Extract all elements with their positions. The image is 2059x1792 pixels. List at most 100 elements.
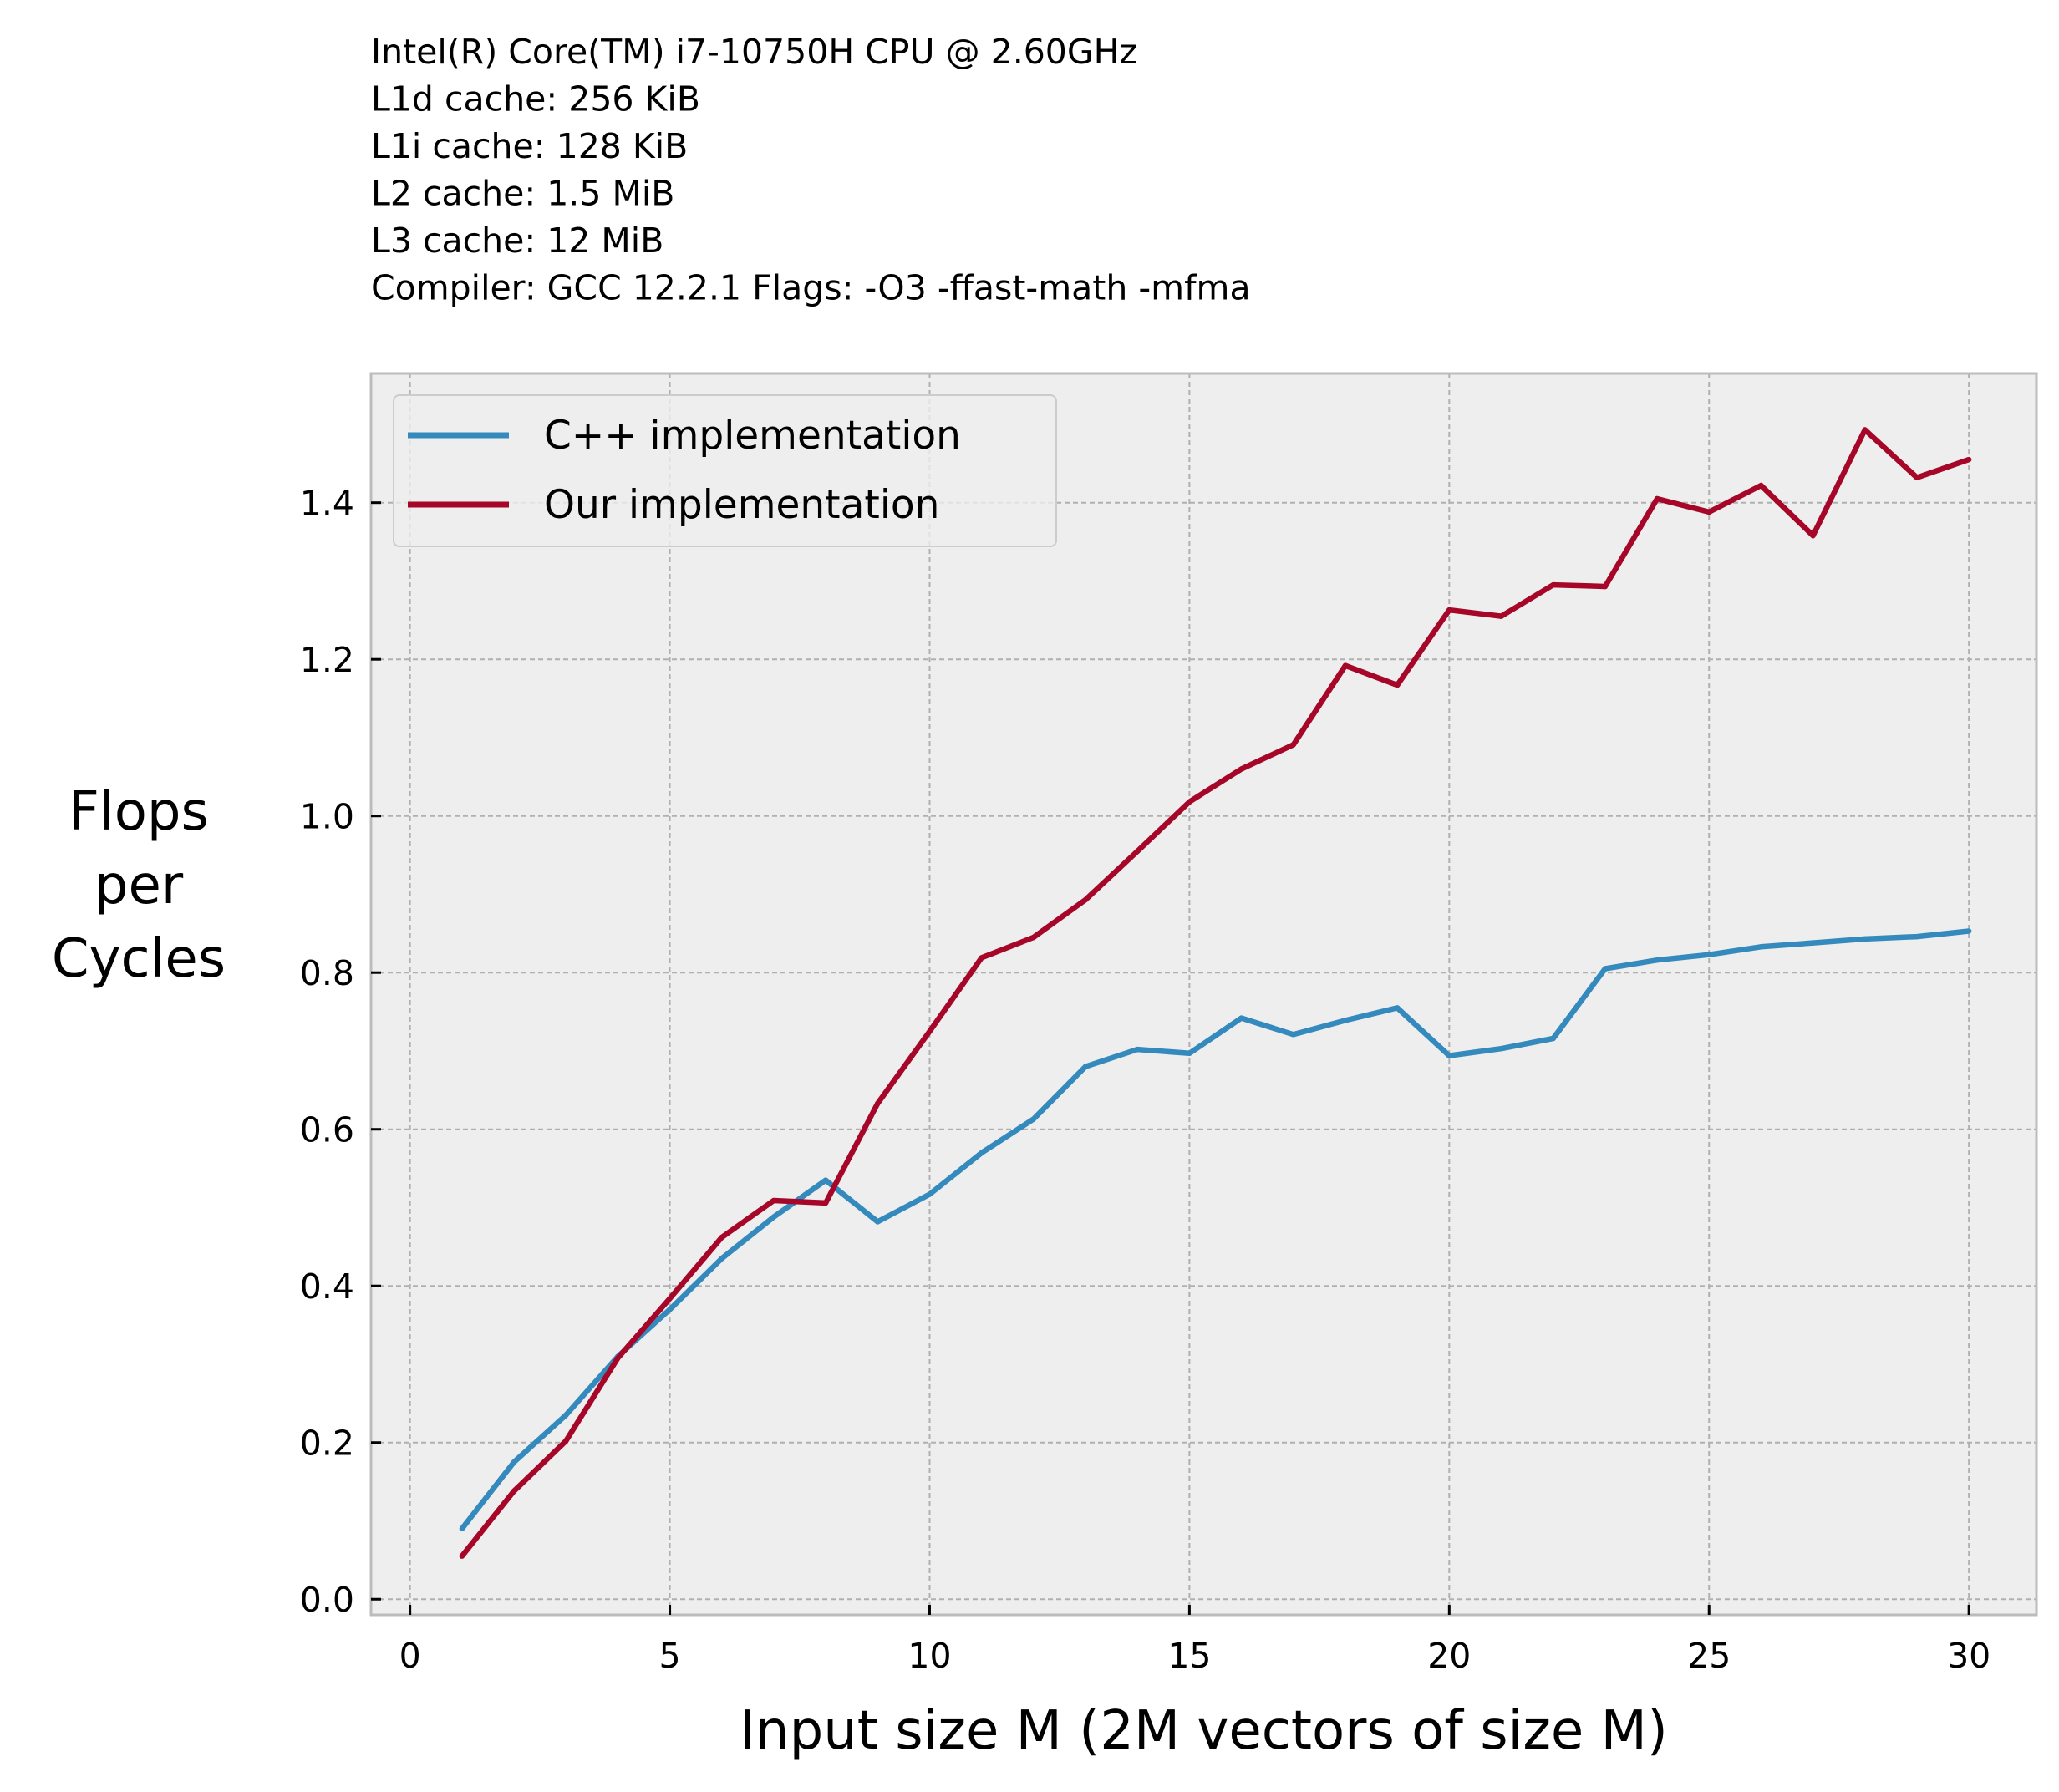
data-point: [459, 1553, 465, 1559]
data-point: [1498, 1045, 1504, 1052]
x-tick-label: 25: [1687, 1636, 1731, 1676]
series-line-1: [460, 427, 1970, 1558]
data-point: [1862, 936, 1868, 942]
y-tick-label: 1.0: [300, 797, 354, 837]
data-point: [822, 1177, 829, 1183]
x-tick-label: 30: [1947, 1636, 1990, 1676]
y-tick-label: 0.6: [300, 1110, 354, 1150]
y-axis: 0.0 0.2 0.4 0.6 0.8 1.0 1.2 1.4: [300, 484, 381, 1620]
y-tick-label: 0.2: [300, 1424, 354, 1464]
y-axis-label-line: per: [94, 855, 184, 916]
subtitle-line: L1i cache: 128 KiB: [371, 126, 688, 166]
data-point: [1706, 509, 1712, 515]
data-point: [1135, 848, 1141, 855]
legend-box: [393, 394, 1057, 547]
data-point: [875, 1219, 881, 1225]
subtitle-line: L3 cache: 12 MiB: [371, 221, 663, 261]
data-point: [1187, 799, 1192, 805]
y-tick-label: 0.0: [300, 1580, 354, 1620]
data-point: [1290, 1032, 1296, 1038]
data-point: [1082, 1064, 1089, 1069]
y-axis-label: Flops per Cycles: [52, 781, 226, 990]
data-point: [1498, 613, 1504, 619]
subtitle-line: L2 cache: 1.5 MiB: [371, 174, 674, 214]
data-point: [1758, 482, 1764, 489]
legend-label: C++ implementation: [544, 413, 961, 459]
data-point: [1965, 456, 1972, 463]
data-point: [1550, 1035, 1556, 1042]
y-tick-label: 0.4: [300, 1267, 354, 1307]
data-point: [979, 1150, 984, 1156]
data-point: [562, 1412, 569, 1419]
plot-frame: [369, 372, 2038, 1617]
subtitle-line: L1d cache: 256 KiB: [371, 79, 700, 119]
y-tick-label: 1.2: [300, 640, 354, 680]
data-point: [1706, 952, 1712, 957]
data-point: [1238, 766, 1244, 772]
data-point: [667, 1307, 673, 1312]
data-point: [770, 1197, 777, 1204]
grid: [371, 373, 2036, 1615]
data-point: [1602, 583, 1609, 590]
data-point: [1810, 532, 1816, 539]
y-axis-label-line: Cycles: [52, 928, 226, 990]
data-point: [1550, 581, 1556, 588]
data-point: [1135, 1046, 1141, 1053]
chart-subtitle: Intel(R) Core(TM) i7-10750H CPU @ 2.60GH…: [371, 32, 1251, 308]
data-point: [562, 1438, 569, 1444]
data-point: [875, 1100, 881, 1106]
subtitle-line: Compiler: GCC 12.2.1 Flags: -O3 -ffast-m…: [371, 268, 1251, 308]
data-point: [1914, 475, 1920, 480]
data-point: [927, 1191, 933, 1197]
x-tick-label: 15: [1167, 1636, 1211, 1676]
plot-area: [371, 373, 2036, 1615]
data-point: [459, 1525, 465, 1532]
data-point: [1758, 944, 1764, 950]
data-point: [511, 1459, 517, 1465]
data-point: [615, 1355, 621, 1361]
data-point: [1342, 662, 1349, 668]
data-point: [1602, 966, 1609, 972]
y-axis-label-line: Flops: [69, 781, 209, 843]
data-point: [822, 1200, 829, 1206]
data-point: [1238, 1015, 1244, 1021]
data-point: [927, 1028, 933, 1034]
data-point: [1030, 1116, 1037, 1122]
data-point: [1914, 933, 1920, 940]
data-point: [1030, 934, 1037, 941]
x-axis-label: Input size M (2M vectors of size M): [740, 1700, 1668, 1762]
data-point: [770, 1214, 777, 1220]
data-point: [1654, 495, 1660, 502]
data-point: [1290, 742, 1296, 748]
legend: C++ implementation Our implementation: [393, 394, 1057, 547]
data-point: [979, 955, 984, 961]
data-point: [1965, 928, 1972, 934]
data-point: [667, 1296, 673, 1302]
x-tick-label: 0: [399, 1636, 421, 1676]
data-point: [511, 1488, 517, 1495]
data-point: [1394, 682, 1401, 688]
series-lines: [459, 427, 1972, 1559]
data-point: [1394, 1005, 1401, 1011]
data-point: [1187, 1050, 1192, 1056]
x-tick-label: 10: [907, 1636, 951, 1676]
data-point: [719, 1256, 724, 1262]
x-tick-label: 20: [1427, 1636, 1471, 1676]
subtitle-line: Intel(R) Core(TM) i7-10750H CPU @ 2.60GH…: [371, 32, 1137, 72]
data-point: [1862, 427, 1868, 433]
data-point: [1342, 1018, 1349, 1023]
data-point: [1446, 607, 1452, 613]
data-point: [1810, 940, 1816, 946]
y-tick-label: 0.8: [300, 953, 354, 993]
data-point: [1082, 896, 1089, 903]
data-point: [1654, 957, 1660, 963]
x-axis: 0 5 10 15 20 25 30: [399, 1605, 1990, 1676]
data-point: [719, 1234, 724, 1241]
x-tick-label: 5: [659, 1636, 681, 1676]
series-line-0: [460, 928, 1970, 1531]
data-point: [1446, 1053, 1452, 1058]
y-tick-label: 1.4: [300, 484, 354, 524]
legend-label: Our implementation: [544, 482, 939, 528]
